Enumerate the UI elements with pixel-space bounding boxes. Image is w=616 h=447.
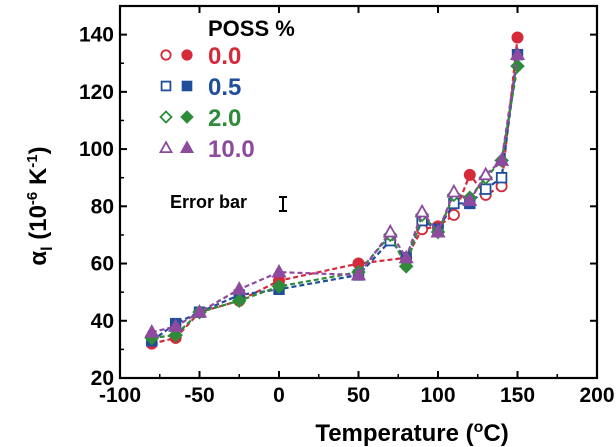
series-10-0 bbox=[144, 46, 526, 338]
data-point bbox=[168, 327, 183, 343]
legend-marker-open bbox=[158, 140, 174, 154]
data-point bbox=[446, 183, 462, 198]
x-axis-ticks: -100 -50 0 50 100 150 200 bbox=[99, 6, 615, 407]
data-point bbox=[495, 171, 508, 184]
data-point bbox=[271, 279, 287, 294]
data-point bbox=[479, 183, 492, 195]
legend-entry: 0.5 bbox=[160, 74, 241, 101]
data-point bbox=[463, 168, 476, 181]
data-point bbox=[430, 223, 446, 238]
legend-entry: 2.0 bbox=[159, 105, 241, 132]
data-point bbox=[168, 318, 184, 332]
x-tick-label: 200 bbox=[579, 384, 614, 407]
legend-label: 0.0 bbox=[208, 43, 241, 70]
data-point bbox=[494, 152, 510, 166]
y-tick-label: 60 bbox=[91, 253, 114, 276]
y-tick-label: 20 bbox=[91, 367, 114, 390]
legend-label: 0.5 bbox=[208, 74, 241, 101]
x-tick-label: 50 bbox=[347, 384, 370, 407]
data-point bbox=[382, 223, 398, 238]
series-0-0 bbox=[145, 31, 524, 350]
data-point bbox=[511, 31, 524, 44]
x-tick-label: 100 bbox=[420, 384, 455, 407]
data-point bbox=[271, 263, 287, 278]
y-tick-label: 100 bbox=[79, 138, 114, 161]
legend-entry: 10.0 bbox=[158, 136, 255, 163]
y-axis-title: αl (10-6 K-1) bbox=[24, 146, 56, 265]
error-bar-annotation: Error bar bbox=[170, 192, 287, 212]
x-tick-label: -50 bbox=[184, 384, 214, 407]
x-tick-label: 0 bbox=[273, 384, 285, 407]
y-tick-label: 40 bbox=[91, 310, 114, 333]
data-point bbox=[462, 192, 478, 206]
data-point bbox=[231, 293, 247, 309]
data-point bbox=[144, 324, 160, 338]
legend-label: 2.0 bbox=[208, 105, 241, 132]
legend-label: 10.0 bbox=[208, 136, 255, 163]
legend-entry: 0.0 bbox=[160, 43, 241, 70]
data-point bbox=[414, 203, 430, 218]
y-tick-label: 140 bbox=[79, 24, 114, 47]
data-point bbox=[447, 208, 460, 221]
legend-marker-filled bbox=[181, 49, 193, 61]
legend-marker-open bbox=[159, 110, 173, 124]
x-axis-title: Temperature (oC) bbox=[315, 419, 508, 447]
data-point bbox=[191, 304, 208, 318]
y-tick-label: 80 bbox=[91, 195, 114, 218]
legend-title: POSS % bbox=[208, 16, 295, 41]
legend: POSS % 0.0 0.5 2.0 10.0 bbox=[158, 16, 295, 163]
data-point bbox=[350, 266, 367, 281]
data-point bbox=[398, 249, 414, 264]
x-tick-label: 150 bbox=[500, 384, 535, 407]
data-point bbox=[509, 46, 526, 61]
legend-marker-filled bbox=[181, 80, 193, 92]
legend-marker-open bbox=[160, 80, 172, 92]
x-tick-label: -100 bbox=[99, 384, 141, 407]
series-line bbox=[151, 37, 519, 345]
y-tick-label: 120 bbox=[79, 81, 114, 104]
data-point bbox=[510, 58, 525, 74]
legend-marker-filled bbox=[179, 140, 195, 154]
data-point bbox=[231, 281, 247, 295]
data-point bbox=[478, 166, 494, 181]
error-bar-label: Error bar bbox=[170, 192, 247, 212]
legend-marker-filled bbox=[180, 110, 194, 124]
data-point bbox=[398, 259, 414, 274]
y-axis-ticks: 20 40 60 80 100 120 140 bbox=[79, 24, 597, 390]
series-layer bbox=[144, 31, 526, 350]
legend-marker-open bbox=[160, 49, 172, 61]
